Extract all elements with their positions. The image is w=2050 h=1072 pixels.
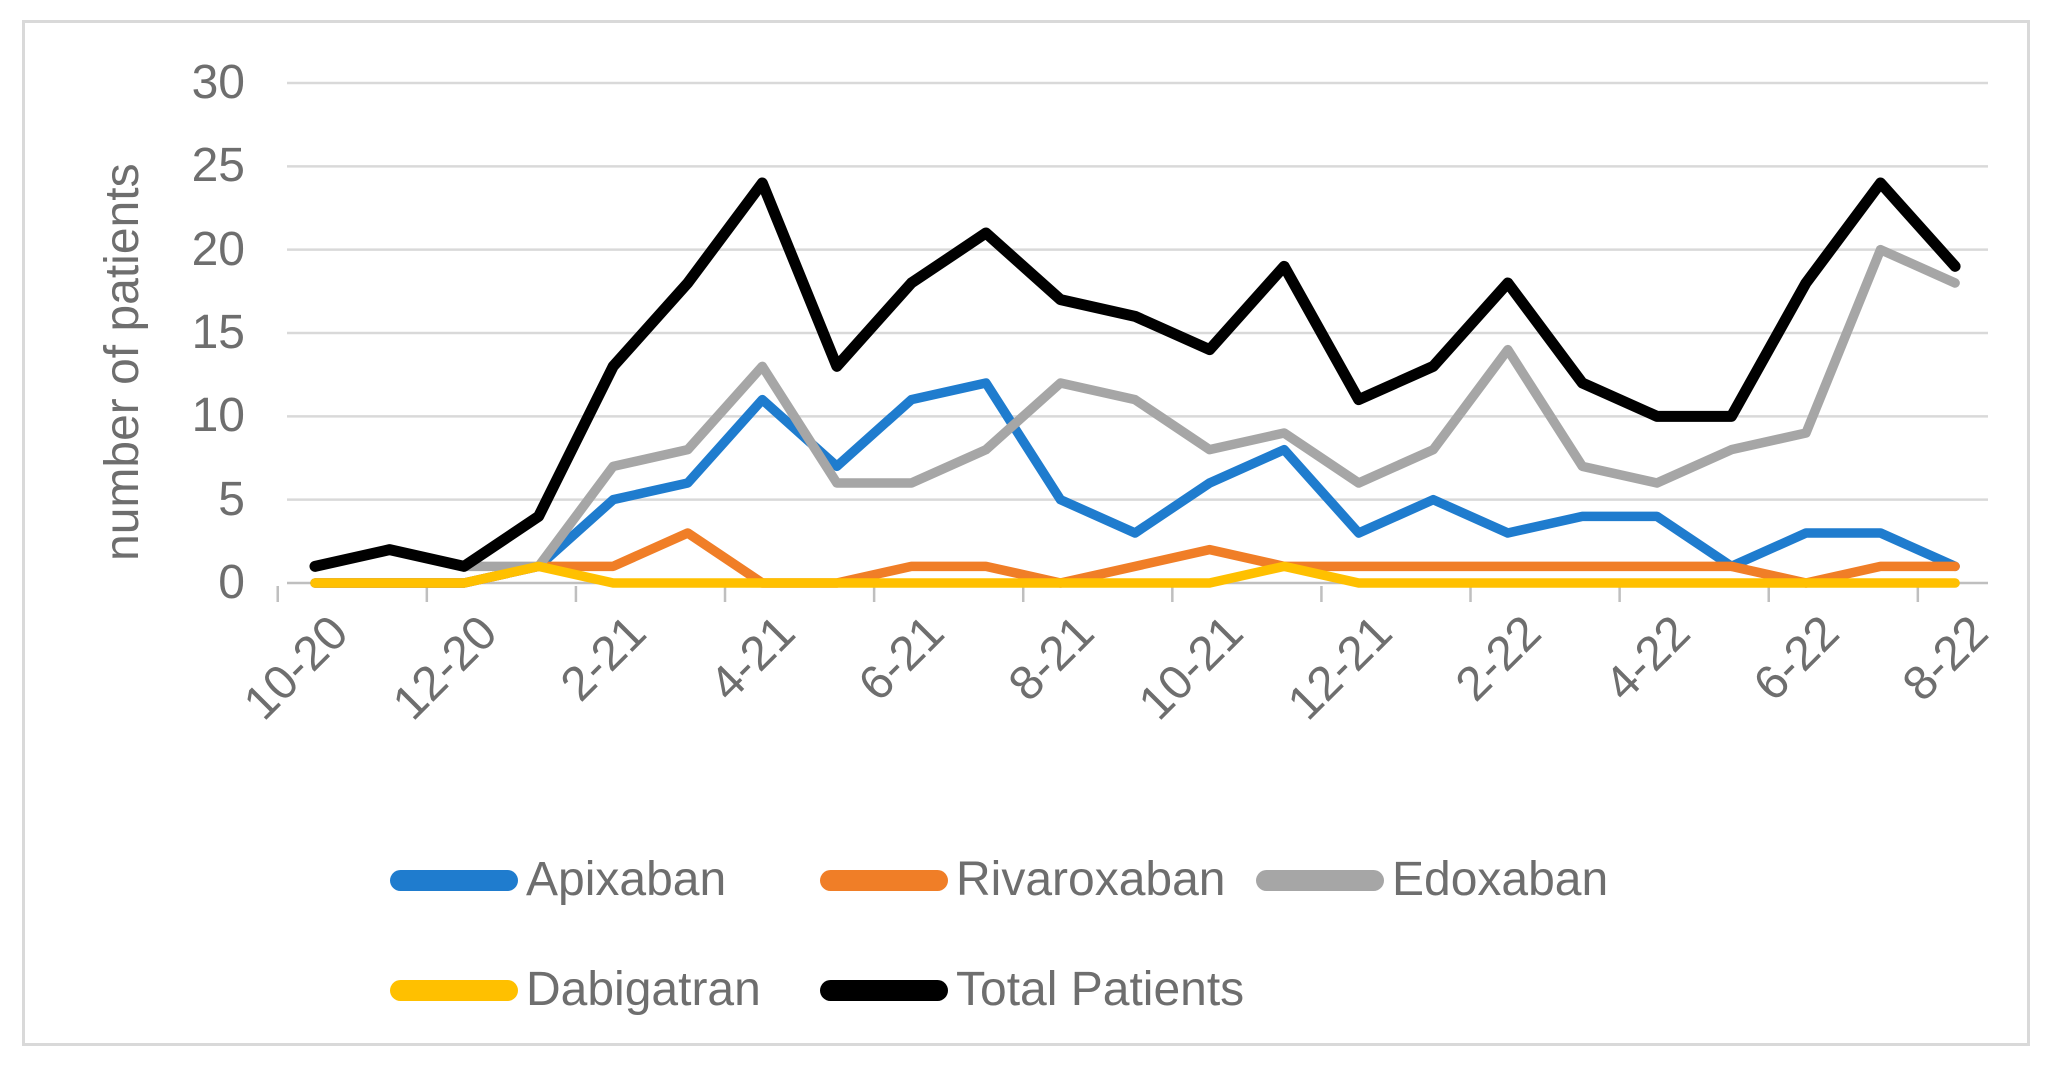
legend-item-edoxaban: Edoxaban [1256, 856, 1608, 904]
legend-item-apixaban: Apixaban [390, 856, 726, 904]
series-line-apixaban [310, 378, 1960, 588]
legend-swatch-total-patients [820, 979, 948, 1001]
y-tick-label-30: 30 [191, 55, 245, 109]
legend-item-total-patients: Total Patients [820, 966, 1244, 1014]
series-line-rivaroxaban [310, 528, 1960, 588]
y-tick-label-0: 0 [218, 556, 245, 609]
legend-label-dabigatran: Dabigatran [526, 963, 761, 1016]
legend-item-rivaroxaban: Rivaroxaban [820, 856, 1225, 904]
y-tick-label-5: 5 [218, 472, 245, 526]
y-tick-label-25: 25 [191, 139, 245, 193]
legend-label-total-patients: Total Patients [956, 963, 1245, 1016]
legend-label-rivaroxaban: Rivaroxaban [956, 853, 1226, 906]
legend-swatch-dabigatran [390, 979, 518, 1001]
series-line-total-patients [309, 177, 1961, 572]
legend-label-apixaban: Apixaban [526, 853, 727, 906]
legend-swatch-edoxaban [1256, 869, 1384, 891]
series-line-dabigatran [310, 561, 1960, 588]
legend-item-dabigatran: Dabigatran [390, 966, 761, 1014]
figure-border [22, 20, 2030, 1046]
legend-label-edoxaban: Edoxaban [1392, 853, 1609, 906]
series-line-edoxaban [310, 244, 1960, 572]
y-tick-label-15: 15 [191, 305, 245, 359]
legend-swatch-rivaroxaban [820, 869, 948, 891]
y-tick-label-10: 10 [191, 389, 245, 443]
y-tick-label-20: 20 [191, 222, 245, 276]
legend-swatch-apixaban [390, 869, 518, 891]
